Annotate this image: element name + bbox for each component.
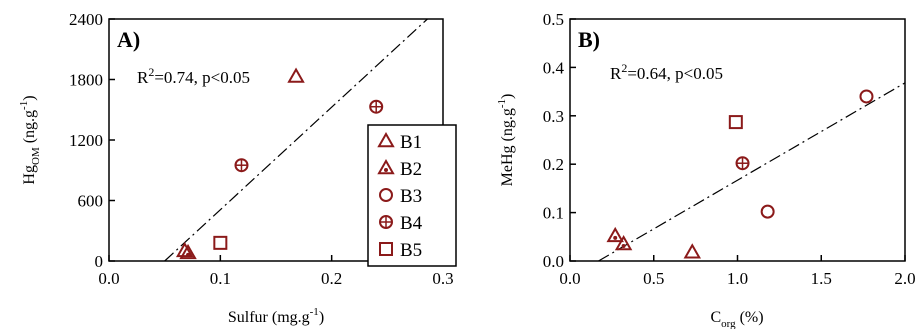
data-point-b1 [683, 243, 701, 259]
x-tick-label: 2.0 [894, 269, 915, 288]
panel-label: B) [578, 27, 600, 52]
panel-a: 0 600 1200 1800 2400 0.0 0.1 0.2 0.3 A) R2=0.74, p… [18, 10, 457, 326]
y-tick-label: 1200 [69, 131, 103, 150]
data-point-b4 [369, 99, 384, 114]
y-tick-label: 600 [78, 192, 104, 211]
data-point-b1 [287, 67, 305, 83]
panel-b: 0.0 0.1 0.2 0.3 0.4 0.5 0.0 0.5 1.0 1.5 2.0 B) R2=0.… [496, 10, 916, 329]
legend-label: B1 [400, 132, 422, 153]
y-tick-label: 0.0 [543, 252, 564, 271]
data-point-b5 [728, 115, 743, 130]
data-point-b3 [859, 89, 874, 104]
legend-marker-b4 [379, 215, 393, 229]
data-point-b2 [606, 226, 624, 243]
x-tick-label: 1.5 [811, 269, 832, 288]
x-tick-label: 1.0 [727, 269, 748, 288]
y-tick-label: 0.1 [543, 204, 564, 223]
legend-marker-b1 [377, 131, 395, 148]
x-tick-label: 0.3 [432, 269, 453, 288]
legend-label: B4 [400, 213, 423, 234]
y-axis-label: HgOM (ng.g-1) [18, 95, 42, 184]
data-point-b2 [179, 243, 197, 260]
plot-frame [569, 18, 906, 262]
data-point-b2 [614, 235, 633, 251]
legend-marker-b3 [379, 188, 393, 202]
x-axis-label: Corg (%) [710, 309, 763, 329]
regression-line [164, 18, 428, 262]
legend-marker-b2 [377, 158, 395, 175]
x-axis-label: Sulfur (mg.g-1) [228, 306, 324, 326]
regression-line [598, 82, 906, 262]
x-tick-label: 0.2 [321, 269, 342, 288]
legend-label: B2 [400, 159, 422, 180]
y-tick-label: 0.4 [543, 58, 565, 77]
y-tick-label: 0.2 [543, 155, 564, 174]
regression-stats: R2=0.74, p<0.05 [137, 65, 250, 87]
x-tick-label: 0.1 [210, 269, 231, 288]
regression-stats: R2=0.64, p<0.05 [610, 61, 723, 83]
y-tick-label: 1800 [69, 71, 103, 90]
x-tick-label: 0.0 [559, 269, 580, 288]
y-tick-label: 0 [95, 252, 104, 271]
legend: B1 B2 B3 B4 B5 [367, 124, 457, 267]
data-point-b5 [213, 235, 228, 250]
y-tick-label: 0.3 [543, 107, 564, 126]
y-axis-label: MeHg (ng.g-1) [496, 94, 516, 187]
x-tick-label: 0.0 [98, 269, 119, 288]
data-point-b4 [234, 158, 249, 173]
y-tick-label: 2400 [69, 10, 103, 29]
data-point-b4 [735, 156, 750, 171]
data-point-b3 [760, 204, 775, 219]
x-tick-label: 0.5 [643, 269, 664, 288]
legend-marker-b5 [379, 242, 393, 256]
y-tick-label: 0.5 [543, 10, 564, 29]
panel-label: A) [117, 27, 140, 52]
legend-label: B3 [400, 186, 422, 207]
legend-label: B5 [400, 240, 422, 261]
data-point-b1 [175, 241, 194, 258]
